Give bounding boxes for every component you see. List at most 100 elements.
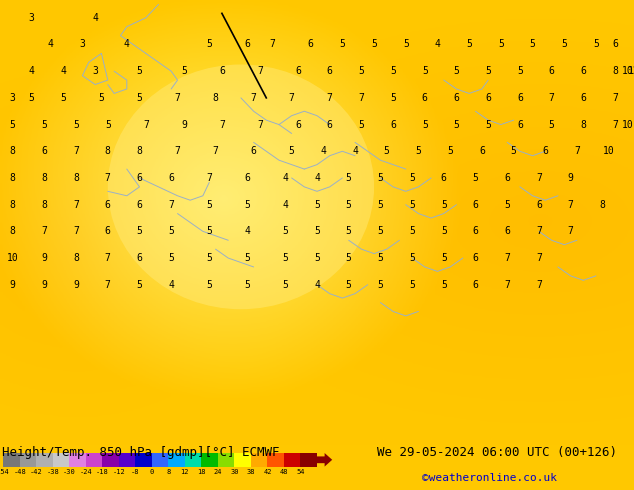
Text: 12: 12 [628, 66, 634, 76]
Text: 9: 9 [10, 280, 16, 290]
Text: 8: 8 [599, 199, 605, 210]
Bar [20, 453, 36, 466]
Text: -12: -12 [112, 469, 125, 475]
Text: 5: 5 [282, 280, 288, 290]
Text: 5: 5 [517, 66, 523, 76]
Text: 0: 0 [150, 469, 154, 475]
Text: 12: 12 [181, 469, 189, 475]
Text: 5: 5 [206, 280, 212, 290]
Text: 8: 8 [10, 226, 16, 236]
Text: 5: 5 [181, 66, 187, 76]
Text: 3: 3 [10, 93, 16, 103]
Text: 7: 7 [269, 40, 276, 49]
Text: 6: 6 [250, 147, 257, 156]
Text: 8: 8 [105, 147, 111, 156]
Text: 7: 7 [504, 253, 510, 263]
Text: 5: 5 [105, 120, 111, 129]
Text: 5: 5 [314, 253, 320, 263]
Text: -8: -8 [131, 469, 139, 475]
FancyArrow shape [317, 453, 332, 466]
Text: 5: 5 [510, 147, 517, 156]
Text: 4: 4 [282, 199, 288, 210]
Bar [251, 453, 268, 466]
Text: 6: 6 [244, 40, 250, 49]
Text: 3: 3 [29, 13, 35, 23]
Text: 5: 5 [377, 173, 384, 183]
Text: 5: 5 [593, 40, 599, 49]
Text: 6: 6 [472, 280, 479, 290]
Text: 6: 6 [327, 120, 333, 129]
Text: 6: 6 [136, 173, 143, 183]
Text: 6: 6 [390, 120, 396, 129]
Text: 4: 4 [124, 40, 130, 49]
Text: 7: 7 [504, 280, 510, 290]
Text: 5: 5 [529, 40, 536, 49]
Text: 5: 5 [441, 226, 447, 236]
Text: 5: 5 [346, 280, 352, 290]
Text: 5: 5 [206, 40, 212, 49]
Text: 3: 3 [92, 66, 98, 76]
Text: 7: 7 [174, 93, 181, 103]
Text: 5: 5 [358, 66, 365, 76]
Bar [284, 453, 301, 466]
Text: 10: 10 [622, 66, 633, 76]
Text: 4: 4 [48, 40, 54, 49]
Text: 7: 7 [567, 199, 574, 210]
Text: 5: 5 [403, 40, 409, 49]
Text: 4: 4 [282, 173, 288, 183]
Text: 4: 4 [434, 40, 441, 49]
Text: 6: 6 [41, 147, 48, 156]
Text: 5: 5 [371, 40, 377, 49]
Text: -30: -30 [63, 469, 75, 475]
Text: 8: 8 [10, 199, 16, 210]
Bar [202, 453, 218, 466]
Text: 5: 5 [409, 253, 415, 263]
Text: 7: 7 [73, 147, 79, 156]
Text: 7: 7 [73, 226, 79, 236]
Text: 6: 6 [479, 147, 485, 156]
Text: 5: 5 [422, 120, 428, 129]
Text: 5: 5 [282, 253, 288, 263]
Text: 6: 6 [295, 66, 301, 76]
Text: 5: 5 [136, 93, 143, 103]
Text: 5: 5 [314, 226, 320, 236]
Text: 5: 5 [453, 120, 460, 129]
Text: 5: 5 [60, 93, 67, 103]
Text: 4: 4 [314, 280, 320, 290]
Text: -48: -48 [13, 469, 26, 475]
Text: 7: 7 [174, 147, 181, 156]
Text: 6: 6 [517, 120, 523, 129]
Text: 8: 8 [166, 469, 171, 475]
Text: 7: 7 [536, 253, 542, 263]
Text: 7: 7 [358, 93, 365, 103]
Text: 6: 6 [105, 226, 111, 236]
Text: 6: 6 [504, 226, 510, 236]
Text: 5: 5 [244, 199, 250, 210]
Text: 5: 5 [29, 93, 35, 103]
Text: 5: 5 [136, 66, 143, 76]
Text: 6: 6 [612, 40, 618, 49]
Text: 5: 5 [244, 253, 250, 263]
Text: 7: 7 [536, 280, 542, 290]
Text: 9: 9 [73, 280, 79, 290]
Text: 8: 8 [73, 173, 79, 183]
Text: 5: 5 [441, 199, 447, 210]
Text: 5: 5 [441, 280, 447, 290]
Text: 6: 6 [472, 226, 479, 236]
Text: 18: 18 [197, 469, 205, 475]
Text: 6: 6 [536, 199, 542, 210]
Text: 5: 5 [447, 147, 453, 156]
Text: -24: -24 [79, 469, 92, 475]
Bar [152, 453, 169, 466]
Text: 4: 4 [60, 66, 67, 76]
Text: 5: 5 [548, 120, 555, 129]
Text: 7: 7 [612, 120, 618, 129]
Text: 10: 10 [622, 120, 633, 129]
Text: -38: -38 [46, 469, 59, 475]
Text: 6: 6 [295, 120, 301, 129]
Text: We 29-05-2024 06:00 UTC (00+126): We 29-05-2024 06:00 UTC (00+126) [377, 446, 618, 459]
Text: 5: 5 [346, 253, 352, 263]
Text: -54: -54 [0, 469, 10, 475]
Text: 5: 5 [41, 120, 48, 129]
Text: 5: 5 [498, 40, 504, 49]
